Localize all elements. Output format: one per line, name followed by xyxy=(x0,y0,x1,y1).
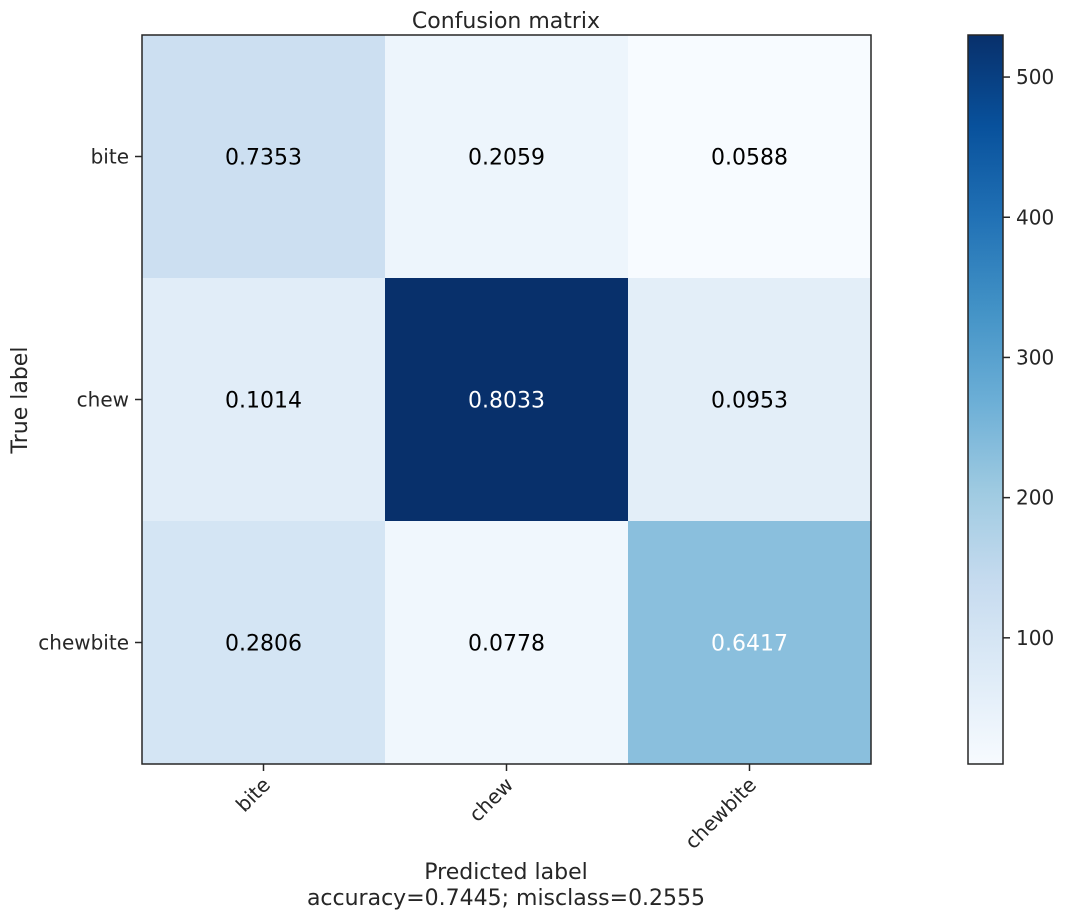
x-axis-subtitle: accuracy=0.7445; misclass=0.2555 xyxy=(307,886,705,911)
colorbar: 100 200 300 400 500 xyxy=(967,34,1054,765)
y-tick-label: bite xyxy=(91,145,129,169)
y-tick-label: chew xyxy=(77,388,129,412)
cell-value-label: 0.6417 xyxy=(711,632,788,657)
colorbar-tick-label: 400 xyxy=(1016,205,1054,229)
heatmap-cell xyxy=(385,278,629,522)
colorbar-tick-label: 500 xyxy=(1016,65,1054,89)
heatmap-cell xyxy=(628,521,872,765)
cell-value-label: 0.8033 xyxy=(468,389,545,414)
cell-value-label: 0.0778 xyxy=(468,632,545,657)
y-tick-label: chewbite xyxy=(38,631,129,655)
colorbar-gradient xyxy=(967,34,1004,765)
colorbar-tick-label: 200 xyxy=(1016,486,1054,510)
colorbar-ticks: 100 200 300 400 500 xyxy=(1003,65,1054,650)
x-tick-label: chewbite xyxy=(680,773,761,854)
cell-value-label: 0.0588 xyxy=(711,146,788,171)
cell-value-label: 0.0953 xyxy=(711,389,788,414)
heatmap-cells: 0.7353 0.2059 0.0588 0.1014 0.8033 0.0953 0.28… xyxy=(142,35,872,765)
heatmap-cell xyxy=(142,35,386,279)
cell-value-label: 0.2059 xyxy=(468,146,545,171)
heatmap-cell xyxy=(385,35,629,279)
heatmap-cell xyxy=(142,278,386,522)
cell-value-label: 0.2806 xyxy=(225,632,302,657)
heatmap-cell xyxy=(628,278,872,522)
x-tick-label: chew xyxy=(464,773,518,827)
y-axis-label: True label xyxy=(8,347,33,455)
heatmap-cell xyxy=(142,521,386,765)
x-tick-label: bite xyxy=(231,773,275,817)
heatmap-cell xyxy=(385,521,629,765)
cell-value-label: 0.7353 xyxy=(225,146,302,171)
heatmap-cell xyxy=(628,35,872,279)
colorbar-tick-label: 100 xyxy=(1016,626,1054,650)
x-axis-label: Predicted label xyxy=(424,860,587,885)
chart-title: Confusion matrix xyxy=(412,9,600,34)
cell-value-label: 0.1014 xyxy=(225,389,302,414)
colorbar-tick-label: 300 xyxy=(1016,345,1054,369)
